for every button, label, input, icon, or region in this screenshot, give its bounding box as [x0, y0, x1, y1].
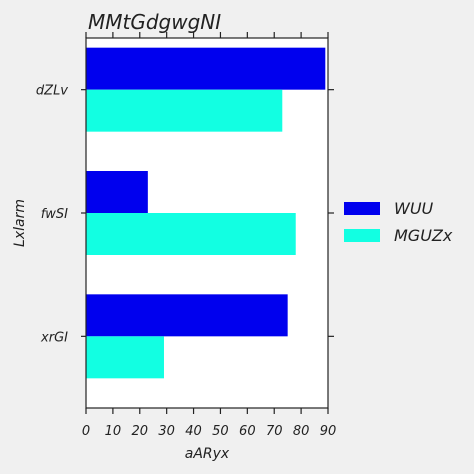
x-tick-label: 80	[293, 424, 310, 439]
y-tick-label: xrGI	[40, 330, 68, 345]
legend-label-mguzx: MGUZx	[394, 226, 453, 245]
chart-title: MMtGdgwgNI	[88, 10, 221, 34]
legend: WUU MGUZx	[344, 199, 453, 245]
bars-layer	[86, 47, 326, 379]
x-tick-label: 40	[185, 424, 202, 439]
legend-swatch-mguzx	[344, 229, 380, 242]
y-tick-label: dZLv	[36, 84, 68, 99]
legend-label-wuu: WUU	[394, 199, 434, 218]
bar-mguzx-xrgi	[86, 336, 164, 379]
x-axis-label: aARyx	[185, 446, 230, 462]
bar-mguzx-dzlv	[86, 89, 283, 132]
x-tick-label: 50	[212, 424, 229, 439]
x-tick-label: 60	[239, 424, 256, 439]
x-tick-label: 30	[158, 424, 175, 439]
x-tick-label: 90	[320, 424, 337, 439]
bar-wuu-fwsi	[86, 171, 148, 213]
legend-swatch-wuu	[344, 202, 380, 215]
y-axis-label: Lxlarm	[12, 199, 28, 247]
x-tick-label: 0	[82, 424, 90, 439]
bar-mguzx-fwsi	[86, 213, 296, 255]
axes-layer: dZLv fwSI xrGI 0 10 20 30 40 50 60 70 80 90	[36, 32, 336, 439]
y-tick-label: fwSI	[41, 207, 68, 222]
x-tick-label: 10	[105, 424, 122, 439]
bar-wuu-dzlv	[86, 47, 326, 90]
x-tick-label: 70	[266, 424, 283, 439]
bar-wuu-xrgi	[86, 294, 288, 337]
x-tick-label: 20	[132, 424, 149, 439]
axes-frame	[85, 37, 329, 409]
